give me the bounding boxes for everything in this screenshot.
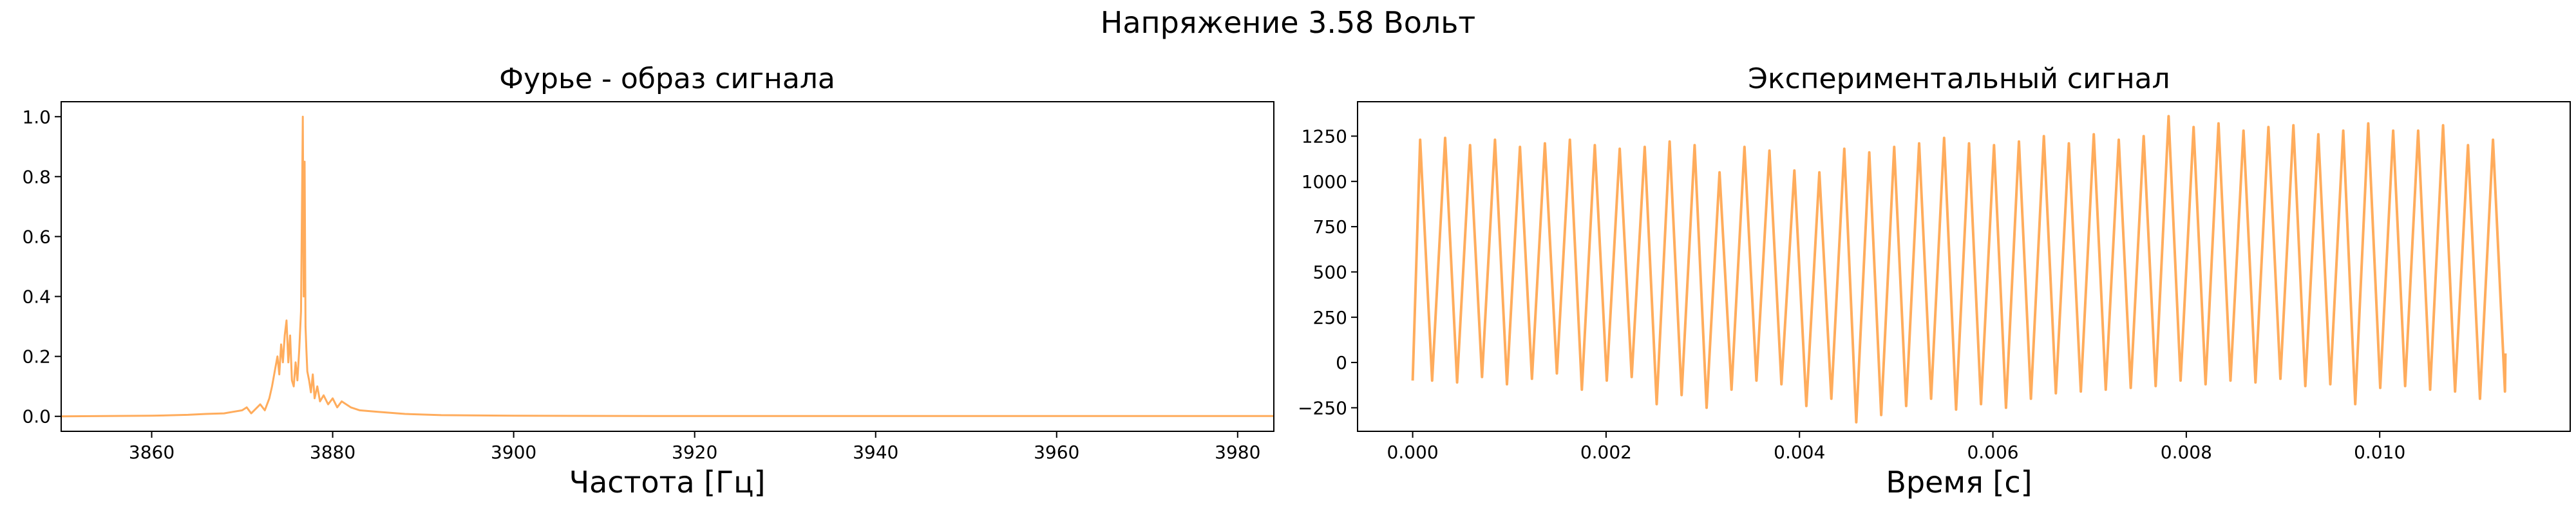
y-tick-label: 0 xyxy=(1336,352,1347,373)
x-tick-label: 0.010 xyxy=(2354,442,2405,463)
y-tick-label: 0.6 xyxy=(22,226,51,247)
figure-title: Напряжение 3.58 Вольт xyxy=(1100,5,1476,40)
fourier-spectrum-line xyxy=(61,115,1274,418)
x-tick-label: 0.008 xyxy=(2161,442,2212,463)
x-tick-label: 0.000 xyxy=(1387,442,1439,463)
x-tick-label: 3920 xyxy=(672,442,717,463)
x-tick-label: 3980 xyxy=(1215,442,1260,463)
signal-x-axis-label: Время [с] xyxy=(1886,465,2032,500)
x-tick-label: 0.002 xyxy=(1580,442,1632,463)
y-tick-label: 750 xyxy=(1313,216,1347,238)
fourier-plot-frame xyxy=(61,101,1274,432)
signal-chart-title: Экспериментальный сигнал xyxy=(1748,62,2170,95)
y-tick-label: 0.4 xyxy=(22,286,51,308)
fourier-x-axis-label: Частота [Гц] xyxy=(569,465,766,500)
signal-chart: Экспериментальный сигнал 0.000 0.002 0.004… xyxy=(1298,62,2571,500)
signal-y-ticks: −250 0 250 500 750 1000 1250 xyxy=(1298,126,1358,418)
y-tick-label: 1000 xyxy=(1302,171,1347,192)
x-tick-label: 0.004 xyxy=(1774,442,1825,463)
x-tick-label: 3960 xyxy=(1034,442,1079,463)
y-tick-label: 0.2 xyxy=(22,346,51,368)
x-tick-label: 0.006 xyxy=(1967,442,2018,463)
fourier-chart: Фурье - образ сигнала 3860 3880 3900 3920 39… xyxy=(22,62,1274,500)
signal-line xyxy=(1411,115,2507,424)
x-tick-label: 3860 xyxy=(129,442,175,463)
x-tick-label: 3940 xyxy=(853,442,898,463)
y-tick-label: 500 xyxy=(1313,261,1347,283)
x-tick-label: 3880 xyxy=(310,442,355,463)
signal-plot-frame xyxy=(1357,101,2571,432)
fourier-y-ticks: 0.0 0.2 0.4 0.6 0.8 1.0 xyxy=(22,106,61,427)
y-tick-label: 250 xyxy=(1313,307,1347,328)
signal-x-ticks: 0.000 0.002 0.004 0.006 0.008 0.010 xyxy=(1387,431,2405,463)
fourier-x-ticks: 3860 3880 3900 3920 3940 3960 3980 xyxy=(129,431,1260,463)
y-tick-label: 0.0 xyxy=(22,406,51,427)
y-tick-label: 1250 xyxy=(1302,126,1347,147)
y-tick-label: 1.0 xyxy=(22,106,51,127)
y-tick-label: 0.8 xyxy=(22,166,51,187)
fourier-chart-title: Фурье - образ сигнала xyxy=(499,62,835,95)
x-tick-label: 3900 xyxy=(491,442,536,463)
y-tick-label: −250 xyxy=(1298,397,1347,418)
